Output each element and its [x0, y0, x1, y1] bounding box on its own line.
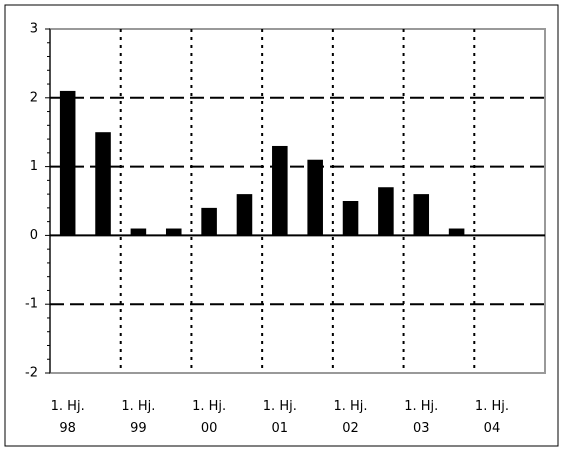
bar: [201, 207, 217, 236]
y-tick-label: 1: [30, 159, 38, 174]
x-tick-label: 1. Hj. 02: [333, 399, 368, 436]
bar: [378, 187, 394, 236]
x-tick-label: 1. Hj. 00: [192, 399, 227, 436]
y-tick-label: -2: [25, 366, 38, 381]
bar: [95, 132, 111, 236]
y-tick-label: 2: [30, 90, 38, 105]
x-tick-label: 1. Hj. 01: [262, 399, 297, 436]
bar: [59, 90, 76, 236]
bar: [342, 201, 359, 236]
bar: [413, 194, 430, 236]
x-tick-label: 1. Hj. 99: [121, 399, 156, 436]
y-tick-label: -1: [25, 297, 38, 312]
bar: [130, 228, 147, 236]
y-tick-label: 0: [30, 228, 38, 243]
x-tick-label: 1. Hj. 98: [50, 399, 85, 436]
x-tick-label: 1. Hj. 04: [474, 399, 509, 436]
bar: [307, 159, 323, 236]
bar: [236, 194, 253, 236]
x-tick-label: 1. Hj. 03: [404, 399, 439, 436]
y-tick-label: 3: [30, 22, 38, 37]
bar: [448, 228, 465, 236]
bar: [165, 228, 182, 236]
bar: [272, 145, 288, 236]
